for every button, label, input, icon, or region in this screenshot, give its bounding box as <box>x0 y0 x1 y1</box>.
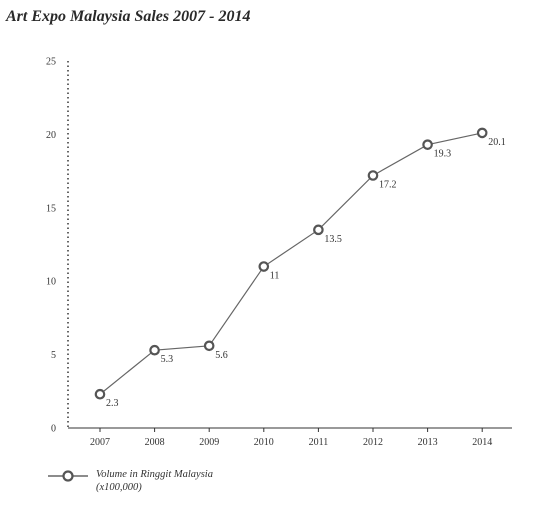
legend-label: Volume in Ringgit Malaysia (x100,000) <box>96 469 213 493</box>
x-tick-label: 2009 <box>199 437 219 448</box>
chart-title: Art Expo Malaysia Sales 2007 - 2014 <box>6 8 251 25</box>
x-axis: 2007 2008 2009 2010 2011 2012 2013 2014 <box>68 427 512 448</box>
data-point <box>258 261 270 272</box>
data-label: 5.3 <box>161 354 174 365</box>
data-point <box>94 388 106 400</box>
legend-marker-icon <box>48 470 88 482</box>
series-line <box>99 132 483 395</box>
y-tick-label: 10 <box>46 277 56 288</box>
data-point <box>476 127 488 139</box>
legend: Volume in Ringgit Malaysia (x100,000) <box>46 466 236 494</box>
x-tick-label: 2010 <box>254 437 274 448</box>
data-point <box>149 344 160 356</box>
y-tick-label: 20 <box>46 130 56 141</box>
data-label: 2.3 <box>106 398 119 409</box>
x-tick-label: 2013 <box>418 437 438 448</box>
data-point <box>313 224 324 236</box>
y-tick-label: 25 <box>46 57 56 68</box>
x-tick-label: 2008 <box>145 437 165 448</box>
x-tick-label: 2014 <box>472 437 492 448</box>
y-tick-label: 15 <box>46 203 56 214</box>
data-point <box>203 340 215 352</box>
series-volume: 2.3 5.3 5.6 11 13.5 17.2 19.3 20.1 <box>94 127 506 409</box>
data-label: 5.6 <box>215 350 228 361</box>
y-axis: 0 5 10 15 20 25 <box>46 57 69 435</box>
data-label: 20.1 <box>488 137 506 148</box>
data-label: 11 <box>270 271 280 282</box>
data-point <box>422 139 433 150</box>
y-tick-label: 0 <box>51 424 56 435</box>
x-tick-label: 2011 <box>309 437 329 448</box>
y-tick-label: 5 <box>51 350 56 361</box>
data-label: 19.3 <box>434 149 452 160</box>
data-label: 17.2 <box>379 180 397 191</box>
data-point <box>367 170 379 181</box>
data-label: 13.5 <box>324 234 342 245</box>
x-tick-label: 2007 <box>90 437 110 448</box>
x-tick-label: 2012 <box>363 437 383 448</box>
